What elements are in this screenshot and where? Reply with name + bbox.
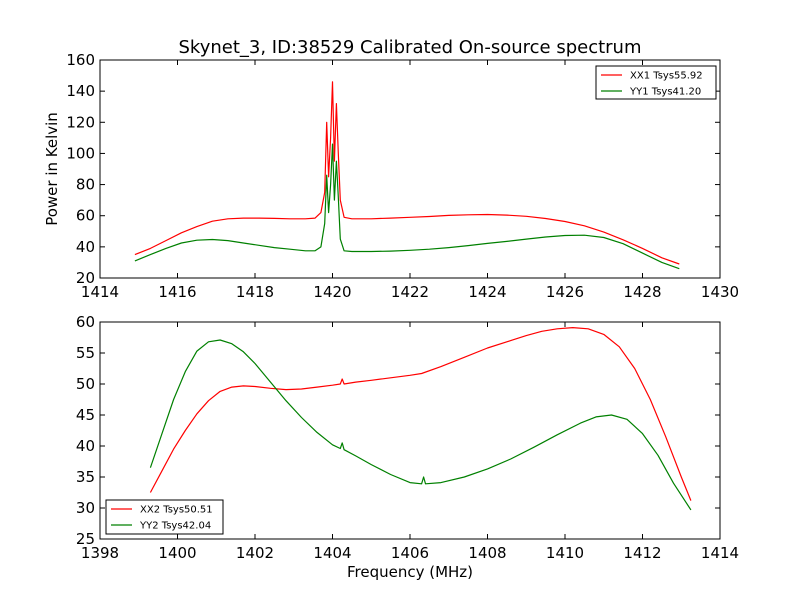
x-tick-label: 1402 [236, 544, 274, 562]
chart-title: Skynet_3, ID:38529 Calibrated On-source … [179, 37, 642, 58]
x-tick-label: 1404 [313, 544, 351, 562]
series-line-1-1 [134, 81, 680, 265]
x-tick-label: 1426 [546, 283, 584, 301]
y-tick-label: 80 [76, 176, 95, 194]
y-tick-label: 35 [76, 468, 95, 486]
y-tick-label: 20 [76, 269, 95, 287]
legend: XX2 Tsys50.51 YY2 Tsys42.04 [105, 499, 224, 535]
y-tick-label: 40 [76, 238, 95, 256]
x-tick-label: 1418 [236, 283, 274, 301]
y-tick-label: 120 [66, 113, 95, 131]
x-axis-label-bottom: Frequency (MHz) [347, 563, 473, 581]
x-tick-label: 1414 [701, 544, 739, 562]
x-tick-label: 1422 [391, 283, 429, 301]
y-tick-label: 50 [76, 375, 95, 393]
legend-entry: YY1 Tsys41.20 [629, 87, 701, 98]
x-tick-label: 1420 [313, 283, 351, 301]
series-line-2-1 [149, 327, 692, 501]
x-tick-label: 1398 [81, 544, 119, 562]
x-tick-label: 1410 [546, 544, 584, 562]
y-tick-label: 140 [66, 82, 95, 100]
x-tick-label: 1428 [623, 283, 661, 301]
x-tick-label: 1408 [468, 544, 506, 562]
y-tick-label: 55 [76, 344, 95, 362]
x-tick-label: 1430 [701, 283, 739, 301]
legend-entry: YY2 Tsys42.04 [139, 521, 211, 532]
x-tick-label: 1414 [81, 283, 119, 301]
y-tick-label: 25 [76, 530, 95, 548]
y-tick-label: 60 [76, 207, 95, 225]
plot-panel-2: 1398 1400 1402 1404 1406 1408 1410 1412 1414 25 30… [76, 313, 739, 562]
y-axis-label-top: Power in Kelvin [43, 112, 61, 226]
y-tick-label: 40 [76, 437, 95, 455]
x-tick-label: 1412 [623, 544, 661, 562]
y-tick-label: 160 [66, 51, 95, 69]
y-tick-label: 45 [76, 406, 95, 424]
legend-entry: XX2 Tsys50.51 [140, 505, 213, 516]
legend-entry: XX1 Tsys55.92 [630, 71, 703, 82]
legend-box [595, 65, 717, 100]
x-tick-label: 1416 [158, 283, 196, 301]
x-tick-label: 1406 [391, 544, 429, 562]
y-tick-label: 30 [76, 499, 95, 517]
legend-box [105, 499, 224, 535]
legend: XX1 Tsys55.92 YY1 Tsys41.20 [595, 65, 717, 100]
series-line-1-2 [134, 143, 680, 270]
y-tick-label: 100 [66, 144, 95, 162]
x-tick-label: 1424 [468, 283, 506, 301]
series-line-2-2 [149, 339, 692, 511]
plot-panel-1: 1414 1416 1418 1420 1422 1424 1426 1428 1430 20 40… [66, 51, 739, 301]
x-tick-label: 1400 [158, 544, 196, 562]
y-tick-label: 60 [76, 313, 95, 331]
